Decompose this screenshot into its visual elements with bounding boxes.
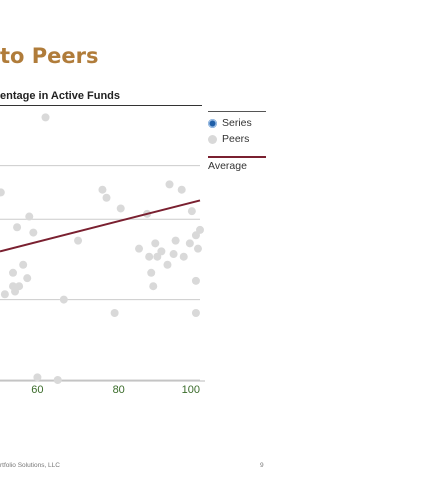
scatter-chart: 60 80 100: [0, 113, 205, 396]
peer-point: [110, 309, 119, 317]
peer-point: [147, 268, 156, 277]
peer-point: [165, 180, 174, 189]
peer-point: [135, 244, 144, 253]
peer-point: [74, 236, 83, 245]
x-tick-label: 100: [182, 384, 200, 396]
legend-series-label: Series: [222, 117, 252, 129]
peer-point: [157, 247, 166, 256]
peer-point: [98, 185, 107, 194]
average-line: [0, 199, 201, 253]
peer-point: [15, 282, 24, 291]
peer-point: [179, 252, 188, 261]
peer-point: [53, 376, 62, 384]
subtitle-rule: [0, 105, 202, 106]
peer-point: [59, 295, 68, 304]
x-tick-label: 60: [31, 384, 43, 396]
peer-point: [23, 274, 32, 283]
peer-point: [191, 309, 200, 317]
series-marker-icon: [208, 118, 217, 128]
peer-point: [9, 268, 18, 277]
peer-point: [102, 193, 111, 202]
peer-point: [0, 188, 5, 197]
peer-point: [196, 225, 204, 234]
peer-point: [163, 260, 172, 269]
x-tick-label: 80: [113, 384, 125, 396]
peer-point: [149, 282, 158, 291]
peer-point: [13, 223, 22, 232]
peer-point: [41, 113, 50, 122]
peer-point: [19, 260, 28, 269]
peer-point: [25, 212, 34, 221]
peer-point: [193, 244, 202, 253]
peer-point: [177, 185, 186, 194]
legend-item-peers: Peers: [208, 133, 249, 145]
peer-point: [169, 250, 178, 259]
page-number: 9: [260, 462, 264, 469]
chart-subtitle: entage in Active Funds: [0, 90, 121, 102]
footer-text: rtfolio Solutions, LLC: [0, 462, 60, 469]
legend-average-label: Average: [208, 160, 247, 172]
page-title: to Peers: [0, 44, 99, 68]
peer-point: [151, 239, 160, 248]
legend-item-series: Series: [208, 117, 252, 129]
legend-average-line: [208, 156, 266, 158]
peers-marker-icon: [208, 134, 217, 144]
peer-point: [187, 207, 196, 216]
peer-point: [33, 373, 42, 382]
legend-top-rule: [208, 111, 266, 112]
legend-peers-label: Peers: [222, 133, 250, 145]
peer-point: [145, 252, 154, 261]
peer-point: [185, 239, 194, 248]
peer-point: [0, 290, 9, 299]
peer-point: [116, 204, 125, 213]
peer-point: [29, 228, 38, 237]
peer-point: [191, 276, 200, 285]
peer-point: [171, 236, 180, 245]
